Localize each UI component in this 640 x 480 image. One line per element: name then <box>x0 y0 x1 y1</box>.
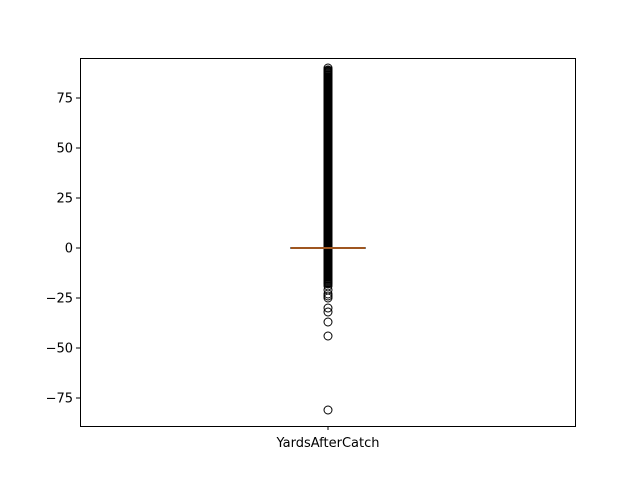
flier-point <box>323 67 333 77</box>
flier-point <box>323 317 333 327</box>
plot-frame <box>80 58 576 427</box>
y-axis: −75 −50 −25 0 25 50 75 <box>46 92 80 407</box>
x-tick-label: YardsAfterCatch <box>275 436 379 451</box>
flier-point <box>323 331 333 341</box>
y-tick-label: −25 <box>46 292 73 307</box>
y-tick-label: 25 <box>56 192 73 207</box>
flier-point <box>323 307 333 317</box>
y-tick-label: 0 <box>65 242 73 257</box>
y-tick-label: 75 <box>56 92 73 107</box>
y-tick-label: −50 <box>46 342 73 357</box>
flier-point <box>323 303 333 313</box>
flier-point <box>323 405 333 415</box>
y-tick-label: −75 <box>46 392 73 407</box>
box-marks <box>290 63 366 415</box>
flier-point <box>323 293 333 303</box>
y-tick-label: 50 <box>56 142 73 157</box>
